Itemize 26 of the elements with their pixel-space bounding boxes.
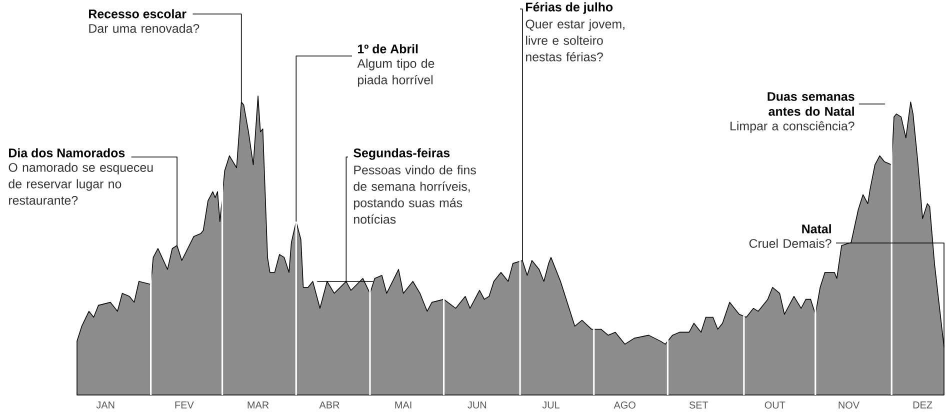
x-tick-label: AGO <box>614 402 636 409</box>
annotation: Pessoas vindo de fins de semana horríveis, postando suas más notícias <box>354 165 476 224</box>
x-tick-label: ABR <box>319 402 340 408</box>
x-tick-label: FEV <box>175 402 194 408</box>
x-tick-label: JUN <box>468 402 486 408</box>
annotation: Natal <box>802 224 831 234</box>
x-tick-label: DEZ <box>913 402 932 408</box>
annotation: Dia dos Namorados <box>9 148 125 158</box>
annotation: Recesso escolar <box>89 9 186 18</box>
x-tick-label: JAN <box>96 402 114 408</box>
annotation: Férias de julho <box>526 2 613 14</box>
x-tick-label: SET <box>689 402 708 409</box>
annotation: Duas semanas antes do Natal <box>768 92 854 116</box>
x-tick-label: MAR <box>248 402 269 408</box>
annotation: 1º de Abril <box>358 44 418 54</box>
x-tick-label: MAI <box>395 402 412 408</box>
text: Quer estar jovem, livre e solteiro nestas férias? <box>526 19 624 62</box>
annotation: Limpar a consciência? <box>730 121 854 133</box>
text: Dar uma renovada? <box>89 24 200 33</box>
x-tick-label: OUT <box>764 402 786 409</box>
x-tick-label: JUL <box>542 402 560 408</box>
annotation: Cruel Demais? <box>749 238 832 248</box>
annotation: Segundas-feiras <box>354 148 450 160</box>
x-tick-label: NOV <box>838 402 860 409</box>
annotation: O namorado se esqueceu de reservar lugar no restaurante? <box>8 162 153 205</box>
text: Algum tipo de piada horrível <box>357 58 434 87</box>
